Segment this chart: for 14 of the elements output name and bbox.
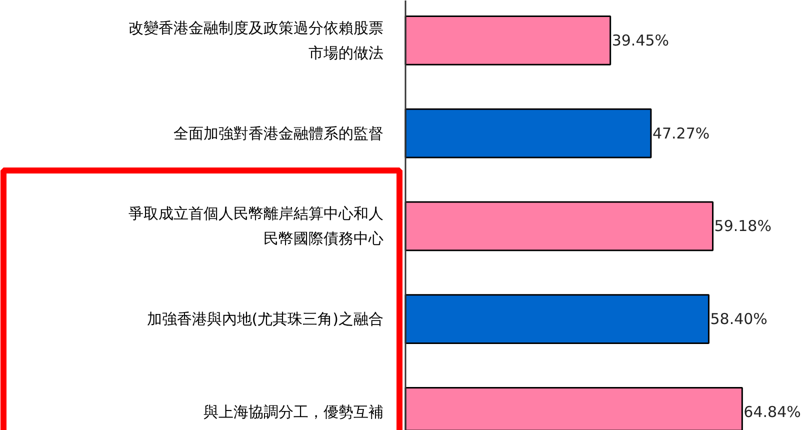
bar xyxy=(404,201,714,252)
data-label: 59.18% xyxy=(714,217,772,236)
data-label: 47.27% xyxy=(652,124,710,142)
y-tick-label: 全面加強對香港金融體系的監督 xyxy=(174,124,384,142)
bar xyxy=(404,16,612,66)
y-tick-label: 加強香港與內地(尤其珠三角)之融合 xyxy=(146,310,384,328)
data-label: 64.84% xyxy=(744,402,801,421)
y-tick-label: 爭取成立首個人民幣離岸結算中心和人民幣國際債務中心 xyxy=(128,204,384,248)
bar xyxy=(404,294,710,344)
data-label: 39.45% xyxy=(612,31,670,50)
data-label: 58.40% xyxy=(710,310,768,328)
y-tick-label: 改變香港金融制度及政策過分依賴股票市場的做法 xyxy=(128,18,384,62)
bar xyxy=(404,108,652,158)
y-tick-label: 與上海協調分工，優勢互補 xyxy=(204,402,384,421)
